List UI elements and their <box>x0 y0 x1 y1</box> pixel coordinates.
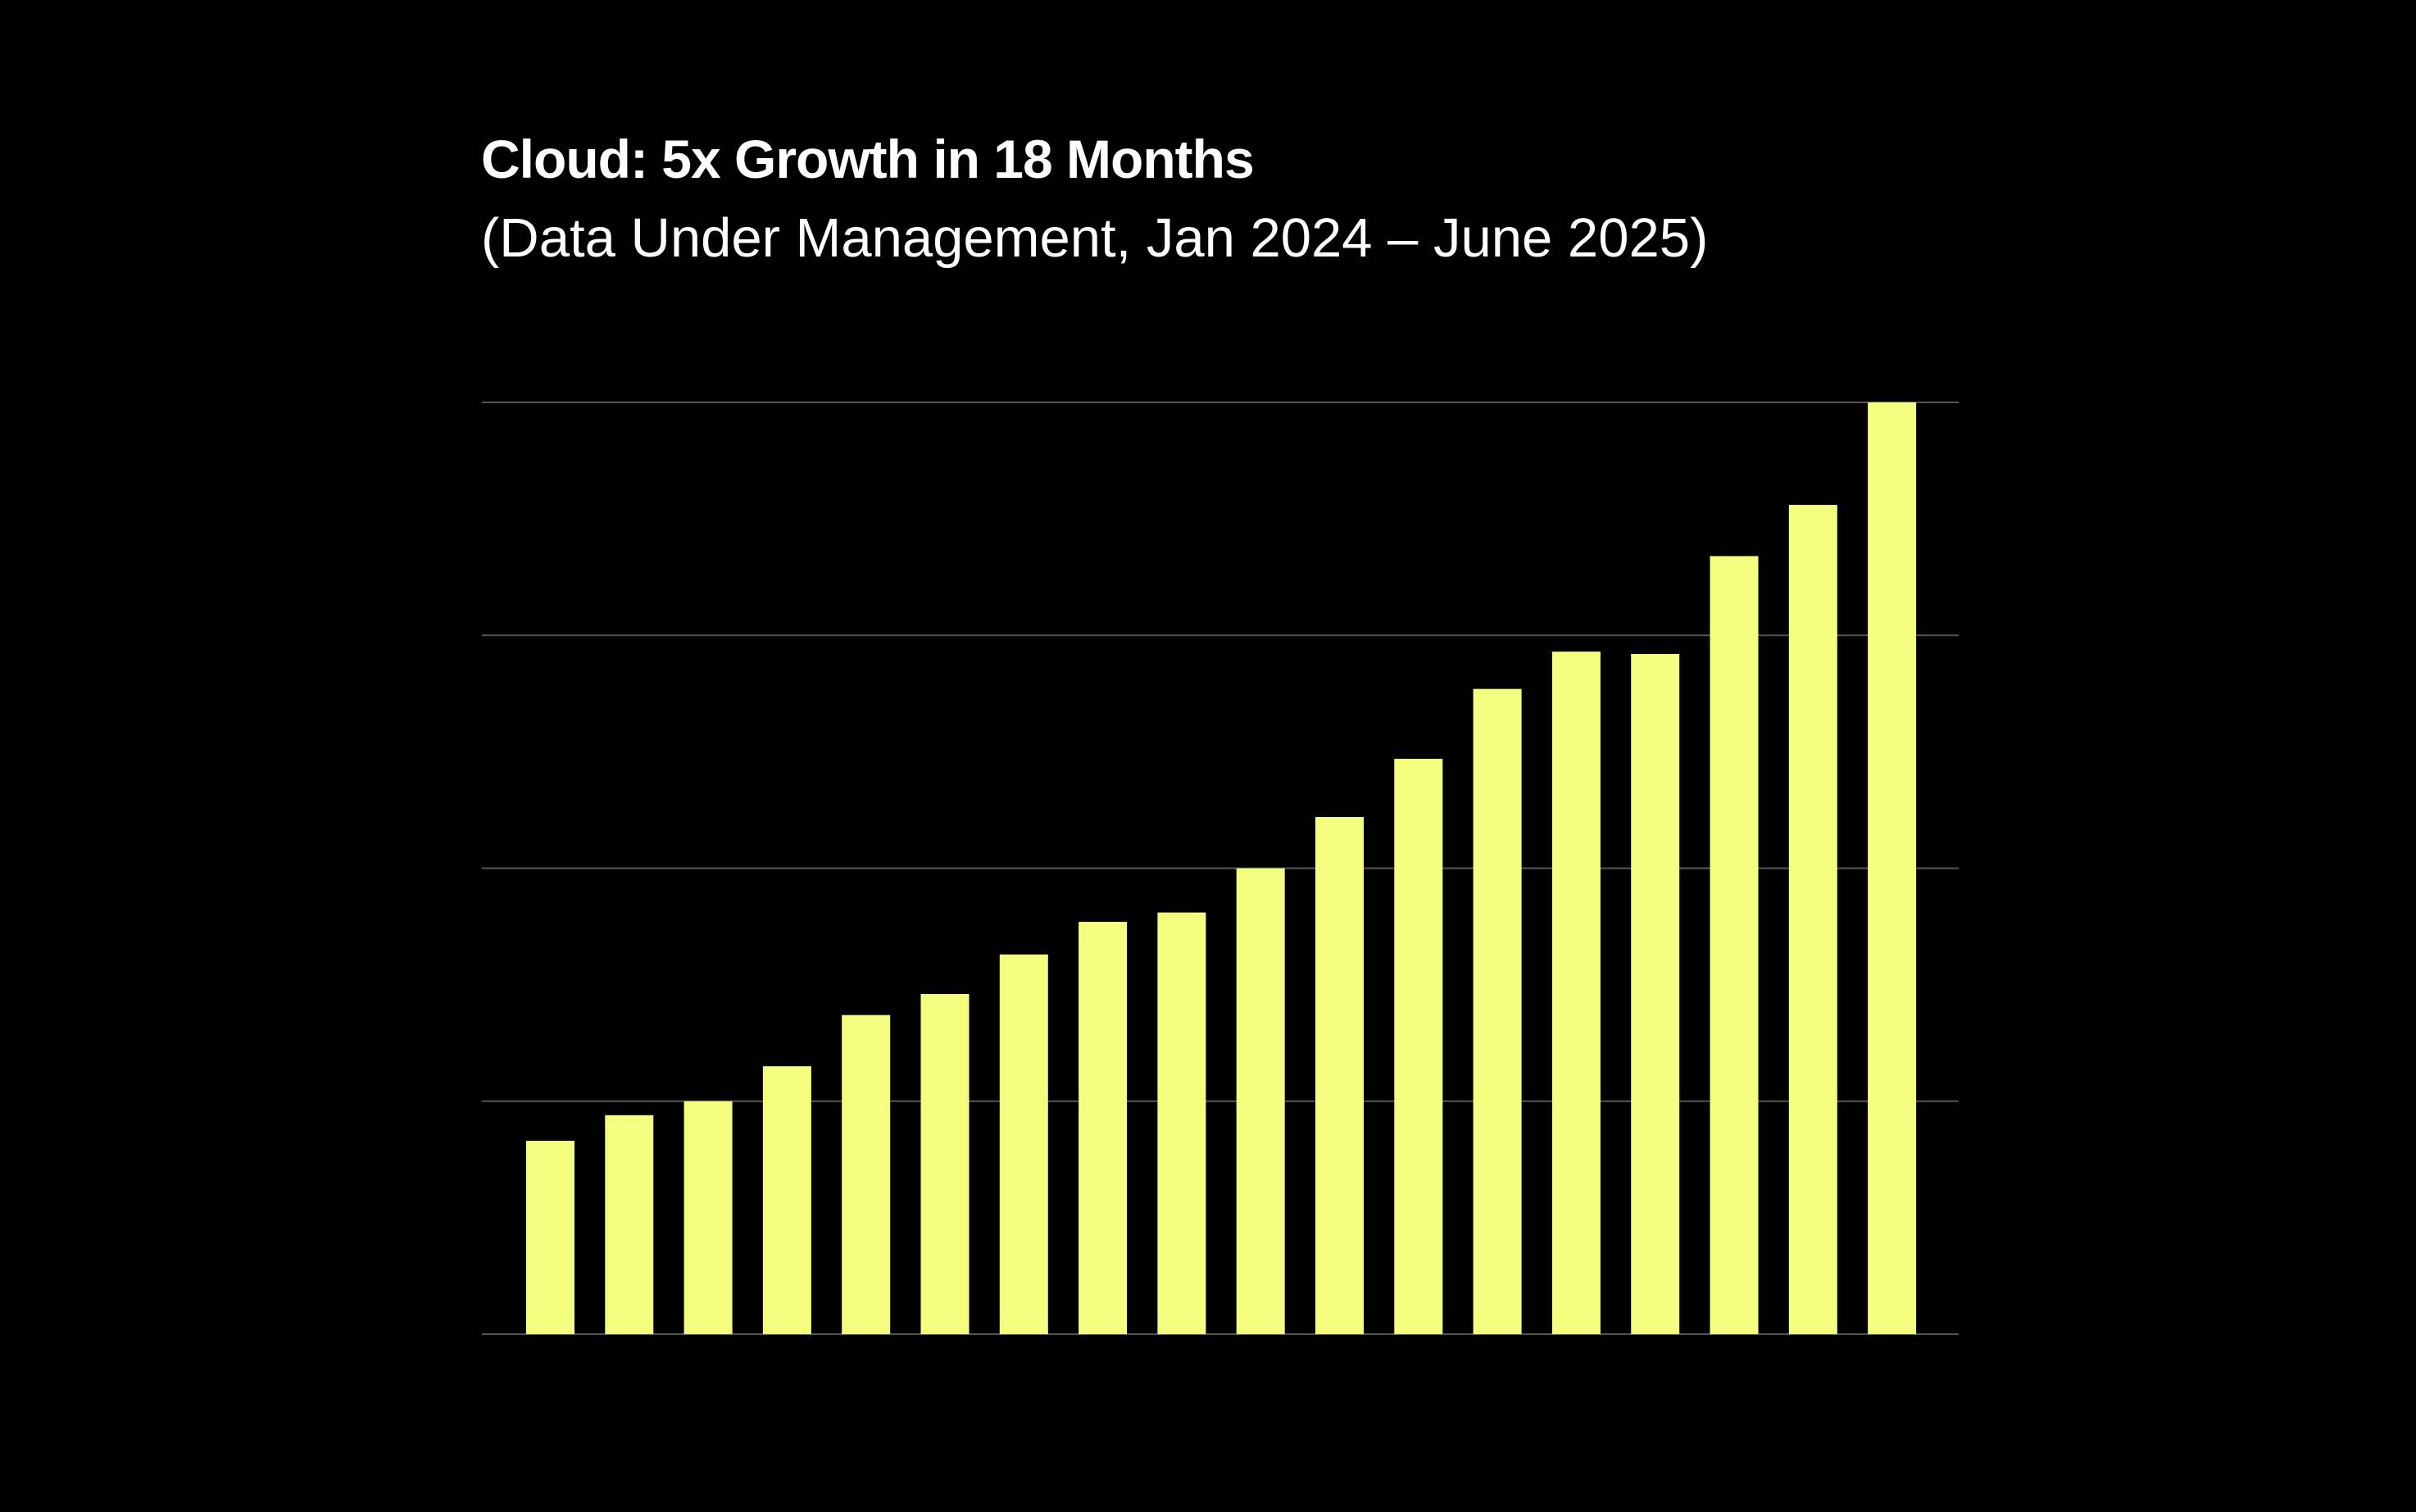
bar-6 <box>920 993 970 1334</box>
bar-12 <box>1394 758 1443 1334</box>
bar-3 <box>683 1101 733 1334</box>
bar-15 <box>1631 653 1680 1334</box>
bar-4 <box>762 1066 811 1334</box>
chart-title: Cloud: 5x Growth in 18 Months <box>481 129 1255 189</box>
bar-2 <box>605 1115 654 1334</box>
bar-16 <box>1710 556 1759 1334</box>
bar-8 <box>1079 921 1128 1334</box>
bar-7 <box>999 954 1048 1334</box>
bar-10 <box>1236 868 1285 1334</box>
bar-5 <box>842 1015 891 1334</box>
bar-17 <box>1788 505 1837 1334</box>
chart-subtitle: (Data Under Management, Jan 2024 – June … <box>481 207 1709 269</box>
bar-14 <box>1551 652 1601 1334</box>
bar-9 <box>1157 912 1206 1334</box>
bar-11 <box>1315 816 1364 1334</box>
bar-1 <box>526 1141 574 1334</box>
bar-18 <box>1868 402 1917 1334</box>
bar-13 <box>1473 688 1522 1334</box>
